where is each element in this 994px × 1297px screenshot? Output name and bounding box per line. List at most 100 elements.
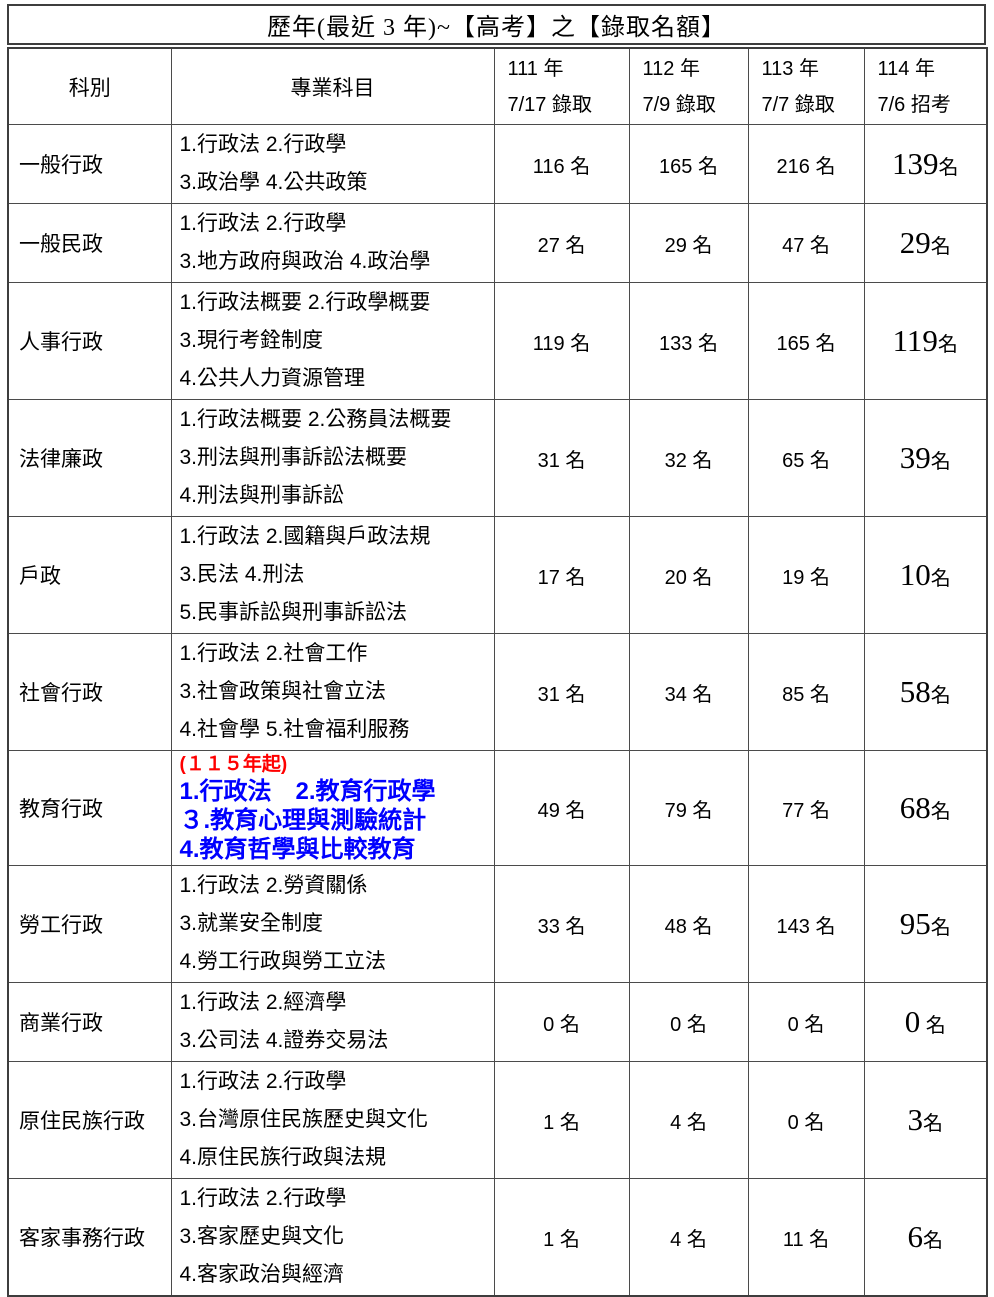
header-year-113: 113 年 7/7 錄取 bbox=[747, 47, 865, 125]
header-year-111: 111 年 7/17 錄取 bbox=[493, 47, 630, 125]
quota-unit: 名 bbox=[930, 685, 951, 707]
quota-value: 6 bbox=[907, 1219, 924, 1254]
quota-112-cell: 32 名 bbox=[628, 399, 749, 517]
subjects-cell: 1.行政法 2.行政學 3.台灣原住民族歷史與文化 4.原住民族行政與法規 bbox=[170, 1061, 495, 1179]
header-year-112-line2: 7/9 錄取 bbox=[642, 93, 716, 116]
subject-line: 1.行政法 2.行政學 bbox=[179, 212, 347, 235]
quota-114-cell: 39名 bbox=[863, 399, 988, 517]
quota-value: 10 bbox=[899, 557, 931, 592]
table-row: 人事行政 1.行政法概要 2.行政學概要 3.現行考銓制度 4.公共人力資源管理 1… bbox=[7, 282, 988, 400]
table-header: 科別 專業科目 111 年 7/17 錄取 112 年 7/9 錄取 113 年… bbox=[7, 47, 988, 125]
subject-line: 4.刑法與刑事訴訟 bbox=[179, 484, 345, 507]
quota-114-cell: 68名 bbox=[863, 750, 988, 866]
subjects-cell: 1.行政法 2.經濟學 3.公司法 4.證券交易法 bbox=[170, 982, 495, 1062]
note-effective-year: (１１５年起) bbox=[179, 754, 288, 775]
header-year-114: 114 年 7/6 招考 bbox=[863, 47, 988, 125]
quota-unit: 名 bbox=[930, 236, 951, 258]
header-year-113-line2: 7/7 錄取 bbox=[761, 93, 835, 116]
quota-113-cell: 165 名 bbox=[747, 282, 865, 400]
quota-113-cell: 19 名 bbox=[747, 516, 865, 634]
subject-line: 1.行政法 2.行政學 bbox=[179, 133, 347, 156]
quota-111-cell: 1 名 bbox=[493, 1061, 630, 1179]
quota-value: 68 bbox=[899, 790, 931, 825]
category-cell: 教育行政 bbox=[7, 750, 172, 866]
quota-111-cell: 49 名 bbox=[493, 750, 630, 866]
subject-line: 3.台灣原住民族歷史與文化 bbox=[179, 1108, 429, 1131]
quota-value: 95 bbox=[899, 906, 931, 941]
category-cell: 法律廉政 bbox=[7, 399, 172, 517]
category-cell: 戶政 bbox=[7, 516, 172, 634]
quota-113-cell: 65 名 bbox=[747, 399, 865, 517]
quota-unit: 名 bbox=[923, 1230, 943, 1252]
quota-114-cell: 139名 bbox=[863, 124, 988, 204]
category-cell: 社會行政 bbox=[7, 633, 172, 751]
quota-112-cell: 165 名 bbox=[628, 124, 749, 204]
table-title-text: 歷年(最近 3 年)~【高考】之【錄取名額】 bbox=[267, 15, 726, 41]
subject-line: 1.行政法概要 2.行政學概要 bbox=[179, 291, 431, 314]
quota-112-cell: 29 名 bbox=[628, 203, 749, 283]
quota-111-cell: 33 名 bbox=[493, 865, 630, 983]
subjects-cell: 1.行政法 2.勞資關係 3.就業安全制度 4.勞工行政與勞工立法 bbox=[170, 865, 495, 983]
header-year-111-line2: 7/17 錄取 bbox=[507, 93, 592, 116]
subject-line: 1.行政法概要 2.公務員法概要 bbox=[179, 408, 452, 431]
subject-line: ３.教育心理與測驗統計 bbox=[179, 807, 427, 834]
subject-line: 4.原住民族行政與法規 bbox=[179, 1146, 387, 1169]
quota-111-cell: 17 名 bbox=[493, 516, 630, 634]
subject-line: 1.行政法 2.行政學 bbox=[179, 1187, 347, 1210]
subjects-cell: 1.行政法 2.社會工作 3.社會政策與社會立法 4.社會學 5.社會福利服務 bbox=[170, 633, 495, 751]
header-year-112: 112 年 7/9 錄取 bbox=[628, 47, 749, 125]
quota-111-cell: 0 名 bbox=[493, 982, 630, 1062]
subject-line: 3.地方政府與政治 4.政治學 bbox=[179, 250, 431, 273]
quota-113-cell: 216 名 bbox=[747, 124, 865, 204]
quota-111-cell: 31 名 bbox=[493, 633, 630, 751]
quota-unit: 名 bbox=[930, 451, 951, 473]
category-cell: 人事行政 bbox=[7, 282, 172, 400]
subject-line: 3.公司法 4.證券交易法 bbox=[179, 1029, 389, 1052]
quota-112-cell: 133 名 bbox=[628, 282, 749, 400]
category-cell: 一般行政 bbox=[7, 124, 172, 204]
subject-line: 1.行政法 2.經濟學 bbox=[179, 991, 347, 1014]
subject-line: 1.行政法 2.行政學 bbox=[179, 1070, 347, 1093]
quota-113-cell: 0 名 bbox=[747, 1061, 865, 1179]
subject-line: 3.政治學 4.公共政策 bbox=[179, 171, 368, 194]
subject-line: 3.現行考銓制度 bbox=[179, 329, 324, 352]
quota-114-cell: 6名 bbox=[863, 1178, 988, 1297]
category-cell: 原住民族行政 bbox=[7, 1061, 172, 1179]
category-cell: 客家事務行政 bbox=[7, 1178, 172, 1297]
quota-value: 39 bbox=[899, 440, 931, 475]
quota-113-cell: 77 名 bbox=[747, 750, 865, 866]
quota-unit: 名 bbox=[930, 917, 951, 939]
table-row: 教育行政 (１１５年起) 1.行政法 2.教育行政學 ３.教育心理與測驗統計 4.教育… bbox=[7, 750, 988, 866]
header-category: 科別 bbox=[7, 47, 172, 125]
category-cell: 商業行政 bbox=[7, 982, 172, 1062]
subject-line: 3.刑法與刑事訴訟法概要 bbox=[179, 446, 408, 469]
quota-111-cell: 31 名 bbox=[493, 399, 630, 517]
quota-value: 3 bbox=[907, 1102, 924, 1137]
subject-line: 4.教育哲學與比較教育 bbox=[179, 836, 416, 863]
table-row: 戶政 1.行政法 2.國籍與戶政法規 3.民法 4.刑法 5.民事訴訟與刑事訴訟法 … bbox=[7, 516, 988, 634]
subject-line: 3.就業安全制度 bbox=[179, 912, 324, 935]
table-row: 商業行政 1.行政法 2.經濟學 3.公司法 4.證券交易法 0 名 0 名 0 … bbox=[7, 982, 988, 1062]
subjects-cell: (１１５年起) 1.行政法 2.教育行政學 ３.教育心理與測驗統計 4.教育哲學與比較… bbox=[170, 750, 495, 866]
quota-113-cell: 47 名 bbox=[747, 203, 865, 283]
quota-112-cell: 48 名 bbox=[628, 865, 749, 983]
quota-unit: 名 bbox=[930, 801, 951, 823]
quota-112-cell: 4 名 bbox=[628, 1061, 749, 1179]
header-year-114-line2: 7/6 招考 bbox=[877, 93, 951, 116]
subject-line: 3.客家歷史與文化 bbox=[179, 1225, 345, 1248]
quota-unit: 名 bbox=[938, 157, 959, 179]
table-row: 一般民政 1.行政法 2.行政學 3.地方政府與政治 4.政治學 27 名 29 … bbox=[7, 203, 988, 283]
quota-value: 0 bbox=[904, 1004, 921, 1039]
quota-114-cell: 0 名 bbox=[863, 982, 988, 1062]
table-row: 一般行政 1.行政法 2.行政學 3.政治學 4.公共政策 116 名 165 名… bbox=[7, 124, 988, 204]
header-year-111-line1: 111 年 bbox=[507, 57, 564, 80]
quota-112-cell: 79 名 bbox=[628, 750, 749, 866]
subjects-cell: 1.行政法概要 2.行政學概要 3.現行考銓制度 4.公共人力資源管理 bbox=[170, 282, 495, 400]
quota-114-cell: 29名 bbox=[863, 203, 988, 283]
subject-line: 1.行政法 2.社會工作 bbox=[179, 642, 368, 665]
category-cell: 一般民政 bbox=[7, 203, 172, 283]
header-row: 科別 專業科目 111 年 7/17 錄取 112 年 7/9 錄取 113 年… bbox=[7, 47, 988, 125]
subject-line: 3.社會政策與社會立法 bbox=[179, 680, 387, 703]
subjects-cell: 1.行政法 2.行政學 3.客家歷史與文化 4.客家政治與經濟 bbox=[170, 1178, 495, 1297]
